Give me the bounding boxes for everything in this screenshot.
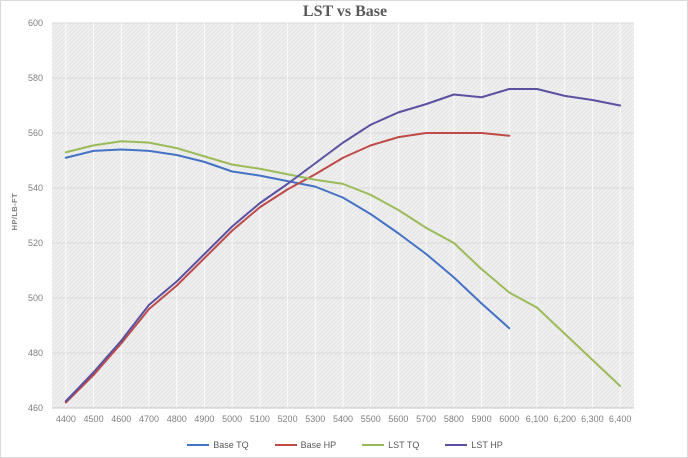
y-tick-label: 500 (28, 293, 43, 303)
y-tick-label: 560 (28, 128, 43, 138)
x-tick-label: 6,100 (526, 414, 549, 424)
y-tick-label: 460 (28, 403, 43, 413)
series-line-base-hp (64, 132, 511, 404)
chart-legend: Base TQ Base HP LST TQ LST HP (1, 440, 687, 450)
series-line-lst-tq (64, 140, 622, 387)
legend-swatch-lst-hp (445, 444, 468, 446)
legend-swatch-base-tq (187, 444, 210, 446)
y-tick-label: 580 (28, 73, 43, 83)
x-tick-label: 5200 (278, 414, 298, 424)
x-tick-label: 4400 (56, 414, 76, 424)
y-tick-label: 480 (28, 348, 43, 358)
legend-item-lst-tq: LST TQ (362, 440, 419, 450)
legend-label-lst-tq: LST TQ (388, 440, 420, 450)
x-tick-label: 4700 (139, 414, 159, 424)
x-tick-label: 5000 (222, 414, 242, 424)
x-tick-label: 5100 (250, 414, 270, 424)
x-tick-label: 6,200 (553, 414, 576, 424)
y-tick-label: 520 (28, 238, 43, 248)
y-tick-label: 600 (28, 18, 43, 28)
legend-item-base-hp: Base HP (274, 440, 337, 450)
y-tick-label: 540 (28, 183, 43, 193)
x-tick-label: 5600 (388, 414, 408, 424)
legend-swatch-lst-tq (362, 444, 385, 446)
x-tick-label: 6,400 (609, 414, 632, 424)
series-line-lst-hp (64, 88, 622, 403)
x-tick-label: 5800 (444, 414, 464, 424)
x-tick-label: 5900 (472, 414, 492, 424)
x-tick-label: 5400 (333, 414, 353, 424)
legend-item-lst-hp: LST HP (445, 440, 503, 450)
x-tick-label: 4500 (84, 414, 104, 424)
x-tick-label: 5500 (361, 414, 381, 424)
legend-item-base-tq: Base TQ (187, 440, 249, 450)
x-tick-label: 6000 (499, 414, 519, 424)
x-tick-label: 6,300 (581, 414, 604, 424)
legend-swatch-base-hp (274, 444, 297, 446)
chart-title: LST vs Base (302, 3, 388, 20)
x-tick-label: 4800 (167, 414, 187, 424)
legend-label-base-tq: Base TQ (213, 440, 249, 450)
x-tick-label: 5300 (305, 414, 325, 424)
series-line-base-tq (64, 148, 511, 330)
x-tick-label: 4600 (111, 414, 131, 424)
x-tick-label: 4900 (194, 414, 214, 424)
legend-label-lst-hp: LST HP (471, 440, 503, 450)
x-tick-label: 5700 (416, 414, 436, 424)
legend-label-base-hp: Base HP (300, 440, 337, 450)
